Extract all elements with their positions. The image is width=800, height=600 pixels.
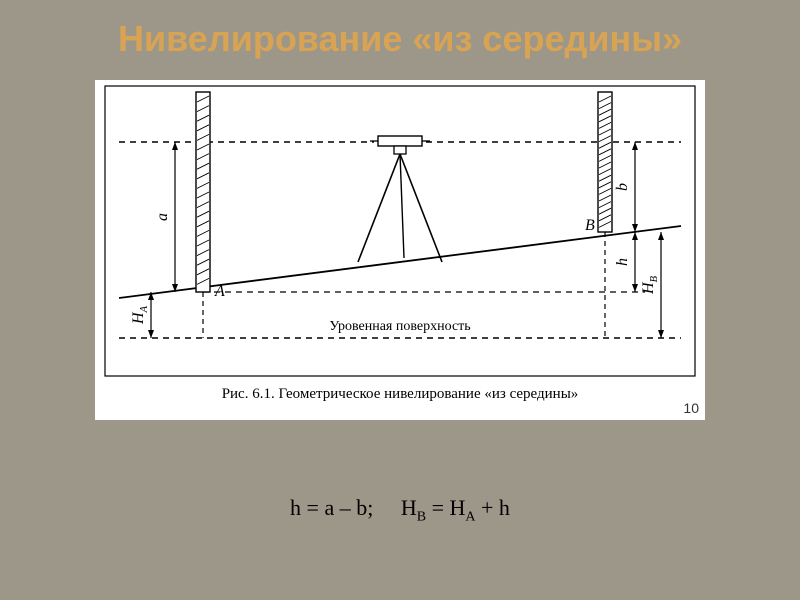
page-title: Нивелирование «из середины» bbox=[0, 18, 800, 60]
formula-h: h = a – b; bbox=[290, 495, 373, 520]
svg-text:Уровенная поверхность: Уровенная поверхность bbox=[329, 319, 470, 334]
diagram-svg: a HA b h HB A B Уровенная поверхность Ри… bbox=[95, 80, 705, 420]
svg-text:a: a bbox=[154, 213, 171, 221]
svg-text:b: b bbox=[614, 183, 631, 191]
diagram-figure: a HA b h HB A B Уровенная поверхность Ри… bbox=[95, 80, 705, 420]
svg-text:B: B bbox=[585, 217, 595, 234]
formula-HA: HA bbox=[450, 495, 482, 520]
formula-line: h = a – b; HB = HA + h bbox=[0, 495, 800, 525]
svg-text:A: A bbox=[214, 283, 225, 300]
svg-text:HB: HB bbox=[640, 275, 660, 295]
formula-HB: HB bbox=[401, 495, 432, 520]
page-number: 10 bbox=[683, 400, 699, 416]
svg-text:Рис. 6.1. Геометрическое нивел: Рис. 6.1. Геометрическое нивелирование «… bbox=[222, 386, 579, 402]
svg-text:HA: HA bbox=[130, 305, 150, 325]
svg-text:h: h bbox=[614, 258, 631, 266]
